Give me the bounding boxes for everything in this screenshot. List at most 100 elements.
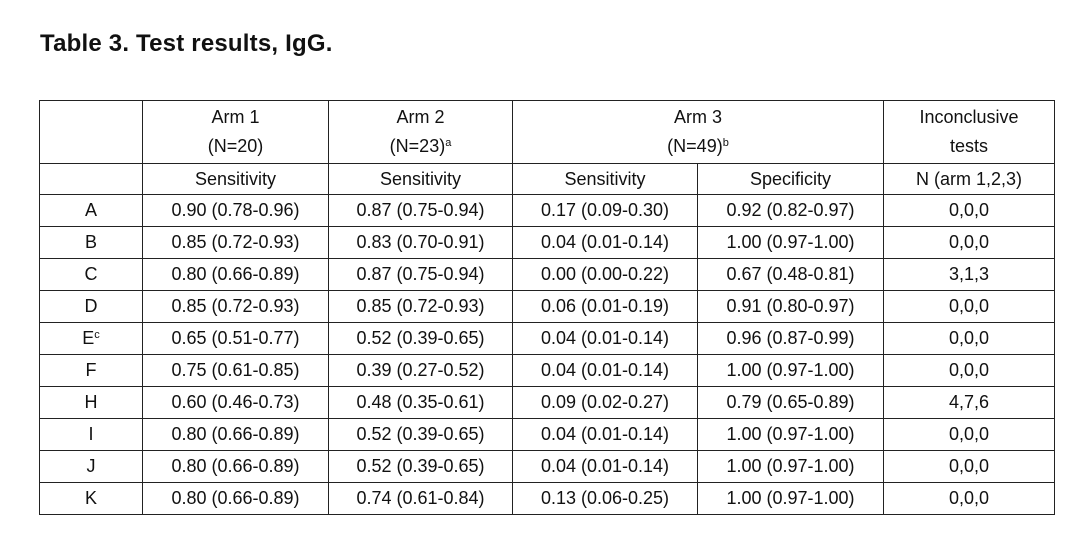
arm2-sensitivity-cell: 0.52 (0.39-0.65) bbox=[328, 450, 513, 483]
table-row: H 0.60 (0.46-0.73) 0.48 (0.35-0.61) 0.09 (0… bbox=[39, 386, 1055, 419]
test-label-cell: K bbox=[39, 482, 143, 515]
results-table: Arm 1 (N=20) Arm 2 (N=23)a Arm 3 (N=49)b… bbox=[39, 100, 1055, 515]
table-row: J 0.80 (0.66-0.89) 0.52 (0.39-0.65) 0.04 (0… bbox=[39, 450, 1055, 483]
arm1-sensitivity-cell: 0.60 (0.46-0.73) bbox=[142, 386, 329, 419]
test-label: K bbox=[84, 488, 97, 508]
inconclusive-cell: 3,1,3 bbox=[883, 258, 1055, 291]
arm1-sensitivity-cell: 0.80 (0.66-0.89) bbox=[142, 258, 329, 291]
arm1-sensitivity-cell: 0.65 (0.51-0.77) bbox=[142, 322, 329, 355]
inconclusive-cell: 0,0,0 bbox=[883, 418, 1055, 451]
inconclusive-cell: 0,0,0 bbox=[883, 290, 1055, 323]
arm3-specificity-cell: 1.00 (0.97-1.00) bbox=[697, 482, 884, 515]
arm2-sensitivity-cell: 0.48 (0.35-0.61) bbox=[328, 386, 513, 419]
header-row-arms: Arm 1 (N=20) Arm 2 (N=23)a Arm 3 (N=49)b… bbox=[39, 100, 1055, 164]
arm1-sensitivity-cell: 0.85 (0.72-0.93) bbox=[142, 290, 329, 323]
table-row: D 0.85 (0.72-0.93) 0.85 (0.72-0.93) 0.06 (0… bbox=[39, 290, 1055, 323]
header-inconclusive: Inconclusive tests bbox=[883, 100, 1055, 164]
inconclusive-cell: 0,0,0 bbox=[883, 226, 1055, 259]
arm3-sensitivity-cell: 0.04 (0.01-0.14) bbox=[512, 322, 698, 355]
inconclusive-cell: 0,0,0 bbox=[883, 354, 1055, 387]
header-arm2-sensitivity: Sensitivity bbox=[328, 163, 513, 195]
arm3-specificity-cell: 0.67 (0.48-0.81) bbox=[697, 258, 884, 291]
arm3-sensitivity-cell: 0.13 (0.06-0.25) bbox=[512, 482, 698, 515]
table-row: B 0.85 (0.72-0.93) 0.83 (0.70-0.91) 0.04 (0… bbox=[39, 226, 1055, 259]
header-arm1: Arm 1 (N=20) bbox=[142, 100, 329, 164]
arm2-sensitivity-cell: 0.74 (0.61-0.84) bbox=[328, 482, 513, 515]
test-label: J bbox=[86, 456, 96, 476]
table-row: A 0.90 (0.78-0.96) 0.87 (0.75-0.94) 0.17 (0… bbox=[39, 194, 1055, 227]
arm2-footnote-mark: a bbox=[445, 137, 452, 149]
test-label-cell: A bbox=[39, 194, 143, 227]
arm3-sensitivity-cell: 0.17 (0.09-0.30) bbox=[512, 194, 698, 227]
test-label: I bbox=[88, 424, 94, 444]
arm3-sensitivity-cell: 0.09 (0.02-0.27) bbox=[512, 386, 698, 419]
arm1-sensitivity-cell: 0.75 (0.61-0.85) bbox=[142, 354, 329, 387]
header-empty-cell-2 bbox=[39, 163, 143, 195]
arm3-specificity-cell: 1.00 (0.97-1.00) bbox=[697, 418, 884, 451]
test-label: B bbox=[84, 232, 97, 252]
header-arm3: Arm 3 (N=49)b bbox=[512, 100, 884, 164]
table-row: K 0.80 (0.66-0.89) 0.74 (0.61-0.84) 0.13 (0… bbox=[39, 482, 1055, 515]
arm3-sensitivity-cell: 0.04 (0.01-0.14) bbox=[512, 354, 698, 387]
table-title: Table 3. Test results, IgG. bbox=[40, 30, 333, 57]
arm3-sensitivity-cell: 0.04 (0.01-0.14) bbox=[512, 450, 698, 483]
inconclusive-line2: tests bbox=[949, 136, 988, 156]
test-label-cell: B bbox=[39, 226, 143, 259]
table-body: A 0.90 (0.78-0.96) 0.87 (0.75-0.94) 0.17 (0… bbox=[39, 194, 1055, 515]
inconclusive-cell: 0,0,0 bbox=[883, 322, 1055, 355]
test-label-cell: I bbox=[39, 418, 143, 451]
arm1-sensitivity-cell: 0.85 (0.72-0.93) bbox=[142, 226, 329, 259]
header-arm3-specificity: Specificity bbox=[697, 163, 884, 195]
inconclusive-cell: 0,0,0 bbox=[883, 450, 1055, 483]
arm3-specificity-cell: 0.91 (0.80-0.97) bbox=[697, 290, 884, 323]
test-label-cell: C bbox=[39, 258, 143, 291]
arm1-name: Arm 1 bbox=[211, 107, 260, 127]
arm3-sensitivity-cell: 0.00 (0.00-0.22) bbox=[512, 258, 698, 291]
arm2-n: (N=23)a bbox=[389, 136, 452, 156]
test-label: A bbox=[84, 200, 97, 220]
test-label: E bbox=[82, 328, 95, 348]
arm2-sensitivity-cell: 0.83 (0.70-0.91) bbox=[328, 226, 513, 259]
arm3-footnote-mark: b bbox=[722, 137, 729, 149]
arm1-sensitivity-cell: 0.80 (0.66-0.89) bbox=[142, 450, 329, 483]
test-footnote-mark: c bbox=[94, 329, 100, 341]
arm3-specificity-cell: 1.00 (0.97-1.00) bbox=[697, 226, 884, 259]
header-empty-cell bbox=[39, 100, 143, 164]
arm2-sensitivity-cell: 0.85 (0.72-0.93) bbox=[328, 290, 513, 323]
test-label-cell: Ec bbox=[39, 322, 143, 355]
arm3-specificity-cell: 1.00 (0.97-1.00) bbox=[697, 354, 884, 387]
test-label: D bbox=[84, 296, 98, 316]
table-row: I 0.80 (0.66-0.89) 0.52 (0.39-0.65) 0.04 (0… bbox=[39, 418, 1055, 451]
table-row: C 0.80 (0.66-0.89) 0.87 (0.75-0.94) 0.00 (0… bbox=[39, 258, 1055, 291]
arm1-sensitivity-cell: 0.80 (0.66-0.89) bbox=[142, 482, 329, 515]
arm3-specificity-cell: 1.00 (0.97-1.00) bbox=[697, 450, 884, 483]
arm2-name: Arm 2 bbox=[396, 107, 445, 127]
header-row-measures: Sensitivity Sensitivity Sensitivity Spec… bbox=[39, 163, 1055, 195]
header-arm2: Arm 2 (N=23)a bbox=[328, 100, 513, 164]
arm3-specificity-cell: 0.92 (0.82-0.97) bbox=[697, 194, 884, 227]
arm1-sensitivity-cell: 0.90 (0.78-0.96) bbox=[142, 194, 329, 227]
test-label-cell: D bbox=[39, 290, 143, 323]
inconclusive-line1: Inconclusive bbox=[919, 107, 1019, 127]
table-row: Ec 0.65 (0.51-0.77) 0.52 (0.39-0.65) 0.04 (… bbox=[39, 322, 1055, 355]
test-label: F bbox=[85, 360, 97, 380]
header-arm1-sensitivity: Sensitivity bbox=[142, 163, 329, 195]
arm1-sensitivity-cell: 0.80 (0.66-0.89) bbox=[142, 418, 329, 451]
arm3-specificity-cell: 0.79 (0.65-0.89) bbox=[697, 386, 884, 419]
arm2-sensitivity-cell: 0.52 (0.39-0.65) bbox=[328, 322, 513, 355]
header-arm3-sensitivity: Sensitivity bbox=[512, 163, 698, 195]
arm3-n: (N=49)b bbox=[667, 136, 729, 156]
arm2-sensitivity-cell: 0.52 (0.39-0.65) bbox=[328, 418, 513, 451]
test-label: H bbox=[84, 392, 98, 412]
arm2-sensitivity-cell: 0.87 (0.75-0.94) bbox=[328, 194, 513, 227]
arm3-sensitivity-cell: 0.04 (0.01-0.14) bbox=[512, 418, 698, 451]
inconclusive-cell: 4,7,6 bbox=[883, 386, 1055, 419]
inconclusive-cell: 0,0,0 bbox=[883, 482, 1055, 515]
arm1-n: (N=20) bbox=[207, 136, 264, 156]
arm2-sensitivity-cell: 0.87 (0.75-0.94) bbox=[328, 258, 513, 291]
header-inconclusive-n: N (arm 1,2,3) bbox=[883, 163, 1055, 195]
test-label-cell: J bbox=[39, 450, 143, 483]
table-row: F 0.75 (0.61-0.85) 0.39 (0.27-0.52) 0.04 (0… bbox=[39, 354, 1055, 387]
arm3-sensitivity-cell: 0.06 (0.01-0.19) bbox=[512, 290, 698, 323]
test-label-cell: F bbox=[39, 354, 143, 387]
